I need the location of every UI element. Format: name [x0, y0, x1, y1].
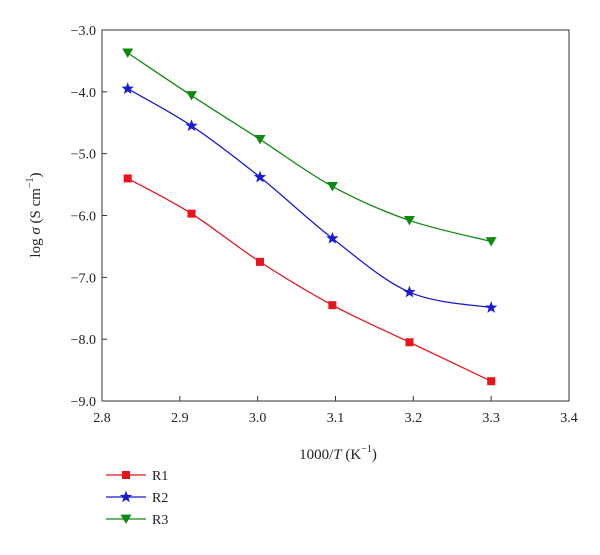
- data-point-r2: [185, 119, 198, 132]
- data-point-r2: [326, 231, 339, 244]
- data-point-r3: [403, 216, 415, 226]
- legend-marker: [119, 490, 133, 503]
- data-point-r1: [123, 174, 132, 183]
- y-tick-label: −9.0: [71, 395, 96, 410]
- data-point-r2: [403, 285, 416, 298]
- legend-label: R2: [152, 491, 168, 506]
- series-r2: [121, 82, 498, 313]
- y-tick-label: −3.0: [71, 24, 96, 39]
- legend-marker: [122, 471, 130, 479]
- y-tick-label: −7.0: [71, 271, 96, 286]
- x-axis-label-unit: (K: [342, 447, 362, 463]
- y-axis-label: log σ (S cm−1): [25, 172, 44, 257]
- y-tick-label: −5.0: [71, 148, 96, 163]
- x-tick-label: 3.2: [405, 411, 423, 426]
- data-point-r1: [256, 257, 265, 266]
- axes: 2.8 2.9 3.0 3.1 3.2 3.3 3.4 −3.0 −4.0 −5.0 −6.0 −7.…: [71, 24, 578, 426]
- x-tick-label: 3.0: [249, 411, 267, 426]
- data-point-r3: [186, 91, 198, 101]
- data-point-r1: [187, 209, 196, 218]
- y-axis-label-var: σ: [28, 227, 44, 235]
- data-point-r3: [326, 182, 338, 192]
- series-line-r3: [127, 52, 492, 243]
- data-point-r1: [328, 301, 337, 310]
- plot-frame: [101, 29, 570, 402]
- legend-marker: [120, 514, 132, 524]
- x-axis-label-var: T: [333, 447, 343, 463]
- legend-item-r2: R2: [106, 490, 168, 506]
- legend-item-r3: R3: [106, 513, 168, 528]
- data-point-r3: [122, 48, 134, 58]
- series-line-r2: [127, 88, 492, 309]
- x-tick-label: 2.9: [171, 411, 189, 426]
- y-tick-label: −8.0: [71, 333, 96, 348]
- x-tick-label: 3.3: [482, 411, 500, 426]
- y-tick-label: −4.0: [71, 86, 96, 101]
- y-tick-label: −6.0: [71, 210, 96, 225]
- data-point-r3: [485, 237, 497, 247]
- series-group: [121, 48, 498, 386]
- legend-label: R1: [152, 469, 168, 484]
- x-axis-label-pre: 1000/: [299, 447, 334, 463]
- x-axis-label-end: ): [372, 447, 377, 463]
- y-axis-label-sup: −1: [25, 177, 36, 188]
- x-axis-label: 1000/T (K−1): [299, 444, 377, 463]
- y-axis-label-unit: (S cm: [28, 188, 44, 227]
- data-point-r2: [484, 301, 498, 313]
- series-line-r1: [127, 177, 492, 382]
- x-axis-label-sup: −1: [361, 444, 372, 455]
- plot-area: [101, 29, 570, 402]
- data-point-r2: [253, 170, 267, 183]
- x-tick-label: 3.4: [560, 411, 578, 426]
- data-point-r3: [254, 135, 266, 145]
- legend-item-r1: R1: [106, 469, 168, 484]
- data-point-r1: [405, 338, 414, 347]
- x-tick-label: 3.1: [327, 411, 345, 426]
- series-r3: [122, 48, 497, 247]
- series-r1: [123, 174, 496, 386]
- data-point-r1: [487, 377, 496, 386]
- legend: R1 R2 R3: [106, 469, 168, 528]
- y-axis-label-pre: log: [28, 235, 44, 258]
- y-axis-label-end: ): [28, 172, 44, 177]
- legend-label: R3: [152, 513, 168, 528]
- x-tick-label: 2.8: [93, 411, 111, 426]
- data-point-r2: [121, 82, 134, 94]
